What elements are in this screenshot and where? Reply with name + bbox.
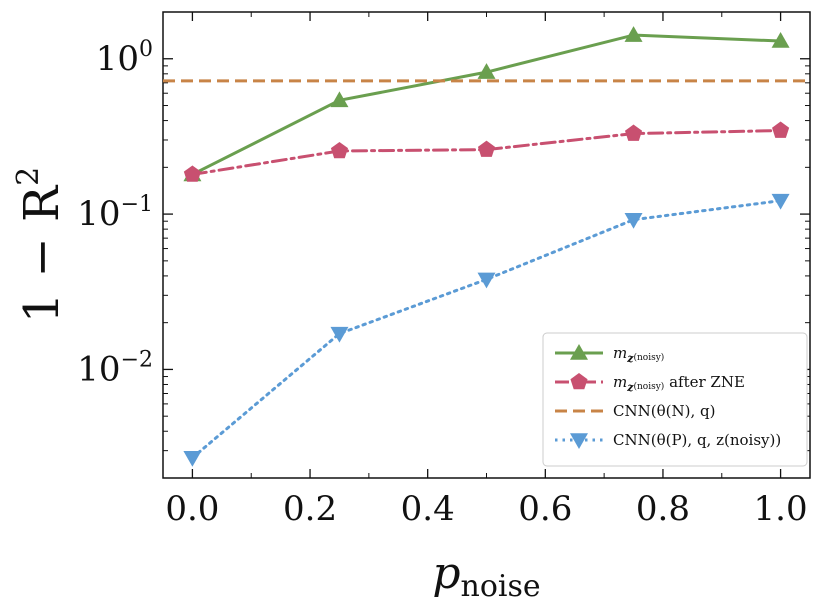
y-tick-label: 100 — [96, 37, 153, 79]
x-tick-label: 0.4 — [401, 489, 455, 529]
y-tick-exp: −2 — [121, 347, 153, 372]
legend-label: mz(noisy) after ZNE — [613, 373, 745, 394]
legend-label-main: m — [613, 373, 627, 391]
data-point — [477, 272, 496, 289]
legend-label-sub: z — [626, 352, 634, 365]
data-point — [330, 326, 349, 343]
legend-label-sub: z — [626, 381, 634, 394]
x-tick-label: 0.2 — [283, 489, 337, 529]
legend-label: CNN(θ(N), q) — [613, 402, 715, 420]
y-tick-exp: −1 — [121, 192, 153, 217]
y-tick-exp: 0 — [139, 37, 153, 62]
legend-item: mz(noisy) — [555, 344, 664, 365]
y-tick-base: 10 — [77, 349, 120, 389]
legend-label-main: m — [613, 344, 627, 362]
x-axis-label: pnoise — [432, 548, 540, 603]
data-point — [624, 212, 643, 229]
legend-box — [542, 332, 808, 467]
series-1 — [183, 121, 790, 182]
legend-label-text: CNN(θ(P), q, z(noisy)) — [613, 431, 781, 449]
data-point — [183, 165, 201, 182]
data-point — [772, 121, 790, 138]
y-tick-label: 10−1 — [77, 192, 153, 234]
legend-label-suffix: after ZNE — [664, 373, 745, 391]
y-tick-label: 10−2 — [77, 347, 153, 389]
axis-labels: pnoise 1 − R2 — [11, 167, 541, 603]
legend-item: CNN(θ(P), q, z(noisy)) — [555, 431, 781, 449]
y-axis-label: 1 − R2 — [11, 167, 70, 324]
x-tick-label: 0.6 — [518, 489, 572, 529]
y-tick-base: 10 — [96, 39, 139, 79]
data-point — [183, 451, 202, 467]
data-point — [330, 141, 349, 159]
data-point — [624, 26, 643, 42]
data-point — [477, 63, 496, 79]
y-axis-label-main: 1 − R — [14, 184, 70, 323]
legend-label-subsub: (noisy) — [633, 381, 664, 392]
series-3 — [183, 193, 790, 467]
data-point — [477, 140, 496, 157]
legend-item: CNN(θ(N), q) — [555, 402, 715, 420]
legend-label: mz(noisy) — [613, 344, 664, 365]
series-layer — [163, 26, 810, 467]
data-point — [771, 32, 790, 48]
data-point — [771, 193, 790, 210]
x-tick-label: 1.0 — [754, 489, 808, 529]
data-point — [330, 91, 349, 108]
y-axis-label-sup: 2 — [11, 167, 46, 186]
y-tick-base: 10 — [77, 194, 120, 234]
legend-swatch-marker — [570, 373, 588, 390]
legend-label-text: CNN(θ(N), q) — [613, 402, 715, 420]
x-axis-label-sub: noise — [461, 569, 541, 603]
legend-label-subsub: (noisy) — [633, 352, 664, 363]
data-point — [624, 124, 643, 141]
legend-item: mz(noisy) after ZNE — [555, 373, 745, 394]
legend-label: CNN(θ(P), q, z(noisy)) — [613, 431, 781, 449]
legend-swatch-marker — [570, 344, 588, 360]
series-line — [190, 199, 783, 460]
series-0 — [183, 26, 790, 182]
x-axis-label-main: p — [432, 548, 460, 599]
legend-swatch-marker — [570, 433, 588, 449]
x-tick-label: 0.0 — [165, 489, 219, 529]
x-tick-label: 0.8 — [636, 489, 690, 529]
